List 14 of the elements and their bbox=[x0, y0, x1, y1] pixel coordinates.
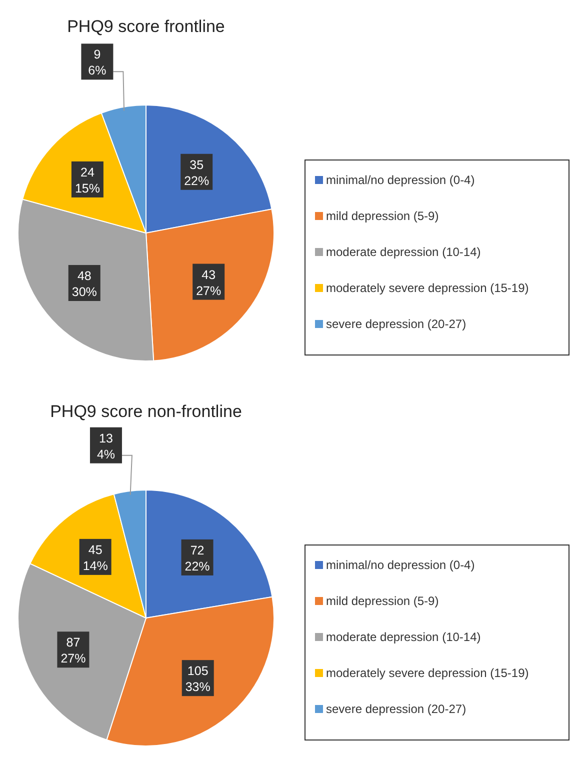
legend-label: moderately severe depression (15-19) bbox=[326, 281, 529, 295]
legend-label: mild depression (5-9) bbox=[326, 594, 439, 608]
legend-label: severe depression (20-27) bbox=[326, 702, 466, 716]
legend-label: mild depression (5-9) bbox=[326, 209, 439, 223]
legend-label: moderate depression (10-14) bbox=[326, 630, 481, 644]
legend-label: moderately severe depression (15-19) bbox=[326, 666, 529, 680]
legend-label: minimal/no depression (0-4) bbox=[326, 558, 475, 572]
chart-title: PHQ9 score frontline bbox=[67, 17, 225, 36]
data-label: 13 4% bbox=[96, 431, 116, 462]
legend-label: minimal/no depression (0-4) bbox=[326, 173, 475, 187]
data-label: 9 6% bbox=[88, 48, 106, 78]
chart-title: PHQ9 score non-frontline bbox=[50, 402, 242, 421]
legend-label: moderate depression (10-14) bbox=[326, 245, 481, 259]
legend-label: severe depression (20-27) bbox=[326, 317, 466, 331]
